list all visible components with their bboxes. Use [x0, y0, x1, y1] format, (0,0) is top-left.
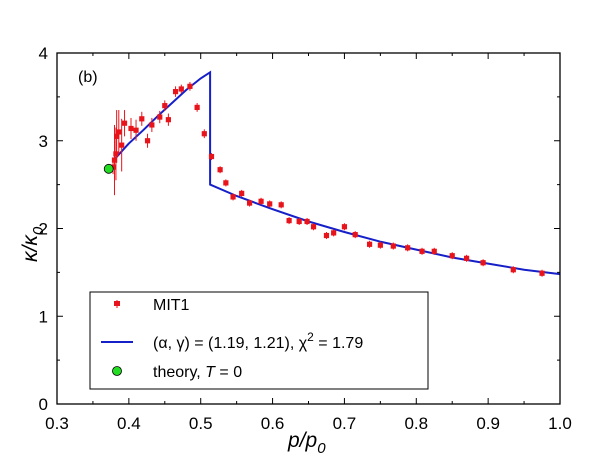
data-point-mit1	[377, 242, 383, 248]
legend-label-theory-prefix: theory,	[153, 364, 205, 381]
data-point-mit1	[187, 83, 193, 89]
x-axis-title: p/p0	[287, 429, 326, 457]
data-point-mit1	[278, 202, 284, 208]
data-point-mit1	[431, 248, 437, 254]
x-tick-label: 0.5	[189, 414, 213, 433]
y-tick-label: 3	[39, 132, 48, 151]
data-point-mit1	[331, 230, 337, 236]
legend-label-fit-sup: 2	[307, 330, 314, 344]
x-axis-title-main: p/p	[287, 429, 317, 452]
data-point-mit1	[162, 103, 168, 109]
theory-point	[103, 163, 114, 174]
data-point-mit1	[201, 131, 207, 137]
y-tick-label: 1	[39, 307, 48, 326]
x-tick-label: 0.4	[117, 414, 141, 433]
data-point-mit1	[149, 122, 155, 128]
legend: MIT1 (α, γ) = (1.19, 1.21), χ2 = 1.79 th…	[89, 291, 429, 390]
legend-label-theory-var: T	[205, 364, 216, 381]
data-point-mit1	[139, 116, 145, 122]
data-point-mit1	[165, 117, 171, 123]
data-point-mit1	[510, 267, 516, 273]
data-point-mit1	[194, 104, 200, 111]
data-point-mit1	[172, 89, 179, 95]
data-point-mit1	[111, 157, 118, 163]
data-point-mit1	[390, 243, 396, 249]
data-point-mit1	[157, 114, 163, 120]
data-point-mit1	[405, 245, 411, 251]
y-axis-title-main: κ/κ	[19, 234, 42, 262]
data-point-mit1	[144, 138, 151, 144]
y-axis-title-sub: 0	[30, 226, 47, 235]
data-point-mit1	[310, 224, 317, 230]
data-point-mit1	[133, 127, 139, 133]
data-point-mit1	[419, 248, 425, 254]
y-tick-label: 2	[39, 220, 48, 239]
plot-frame	[56, 52, 561, 405]
legend-label-theory: theory, T = 0	[153, 364, 242, 381]
legend-label-fit: (α, γ) = (1.19, 1.21), χ2 = 1.79	[153, 330, 363, 352]
x-tick-label: 1.0	[548, 414, 572, 433]
data-point-mit1	[223, 180, 229, 186]
x-axis-title-sub: 0	[317, 440, 326, 457]
data-point-mit1	[116, 129, 122, 135]
legend-box	[89, 291, 429, 390]
panel-label: (b)	[78, 69, 98, 86]
x-tick-label: 0.9	[476, 414, 500, 433]
legend-label-theory-suffix: = 0	[215, 364, 242, 381]
data-point-mit1	[286, 218, 292, 224]
x-tick-label: 0.7	[333, 414, 357, 433]
data-point-mit1	[480, 260, 486, 266]
data-point-mit1	[341, 224, 348, 230]
data-point-mit1	[128, 125, 134, 132]
data-point-mit1	[217, 167, 223, 173]
data-point-mit1	[239, 190, 245, 196]
data-point-mit1	[267, 201, 273, 207]
data-point-mit1	[449, 253, 455, 259]
x-tick-label: 0.8	[404, 414, 428, 433]
data-point-mit1	[114, 133, 120, 139]
legend-label-fit-prefix: (α, γ) = (1.19, 1.21), χ	[153, 335, 308, 352]
data-point-mit1	[121, 120, 128, 126]
legend-marker-mit1	[114, 300, 120, 308]
data-point-mit1	[463, 255, 470, 261]
x-tick-label: 0.6	[261, 414, 285, 433]
y-tick-label: 0	[39, 395, 48, 414]
ticks-group: 0.3 0.4 0.5 0.6 0.7 0.8 0.9 1.0 0 1 2 3 4	[39, 44, 572, 433]
x-tick-label: 0.3	[45, 414, 69, 433]
data-point-mit1	[366, 241, 373, 247]
data-point-mit1	[296, 218, 302, 225]
data-point-mit1	[230, 194, 236, 200]
y-tick-label: 4	[39, 44, 48, 63]
data-point-mit1	[323, 232, 330, 239]
data-point-mit1	[178, 86, 184, 92]
legend-label-mit1: MIT1	[153, 297, 190, 314]
legend-marker-theory	[112, 366, 122, 376]
legend-label-fit-suffix: = 1.79	[314, 335, 363, 352]
data-points-group	[103, 81, 545, 277]
data-point-mit1	[119, 142, 125, 148]
data-point-mit1	[258, 198, 264, 204]
data-point-mit1	[208, 153, 215, 160]
y-axis-title: κ/κ0	[19, 226, 47, 262]
data-point-mit1	[352, 232, 358, 238]
data-point-mit1	[113, 151, 119, 157]
data-point-mit1	[539, 270, 545, 276]
data-point-mit1	[304, 218, 310, 225]
data-point-mit1	[246, 200, 253, 206]
